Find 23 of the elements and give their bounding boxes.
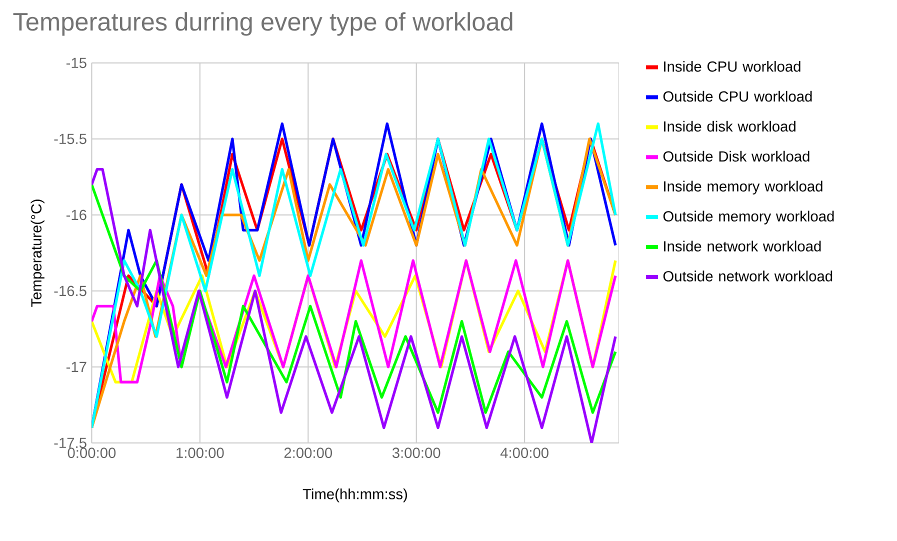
x-tick-label: 3:00:00: [392, 448, 440, 458]
y-tick-label: -16.5: [54, 286, 86, 296]
line-series: [92, 183, 617, 414]
x-axis-title: Time(hh:mm:ss): [302, 488, 407, 502]
x-tick-label: 4:00:00: [500, 448, 548, 458]
legend-label: Outside network workload: [663, 270, 832, 282]
y-axis-title: Temperature(°C): [30, 200, 44, 307]
legend-label: Inside disk workload: [664, 120, 796, 132]
legend-label: Outside CPU workload: [663, 90, 812, 102]
x-tick-label: 2:00:00: [284, 448, 332, 458]
y-tick-label: -16: [66, 210, 86, 220]
legend-label: Inside memory workload: [664, 180, 822, 194]
x-tick-label: 0:00:00: [68, 448, 116, 458]
y-tick-label: -17: [66, 362, 86, 372]
legend-label: Inside CPU workload: [664, 60, 800, 72]
chart-title: Temperatures durring every type of workload: [13, 12, 512, 36]
y-tick-label: -15.5: [54, 134, 86, 144]
legend-label: Inside network workload: [664, 240, 821, 252]
x-tick-label: 1:00:00: [176, 448, 224, 458]
legend-label: Outside Disk workload: [663, 150, 810, 162]
y-tick-label: -15: [66, 58, 86, 68]
y-tick-label: -17.5: [54, 438, 86, 448]
legend-label: Outside memory workload: [663, 210, 834, 224]
